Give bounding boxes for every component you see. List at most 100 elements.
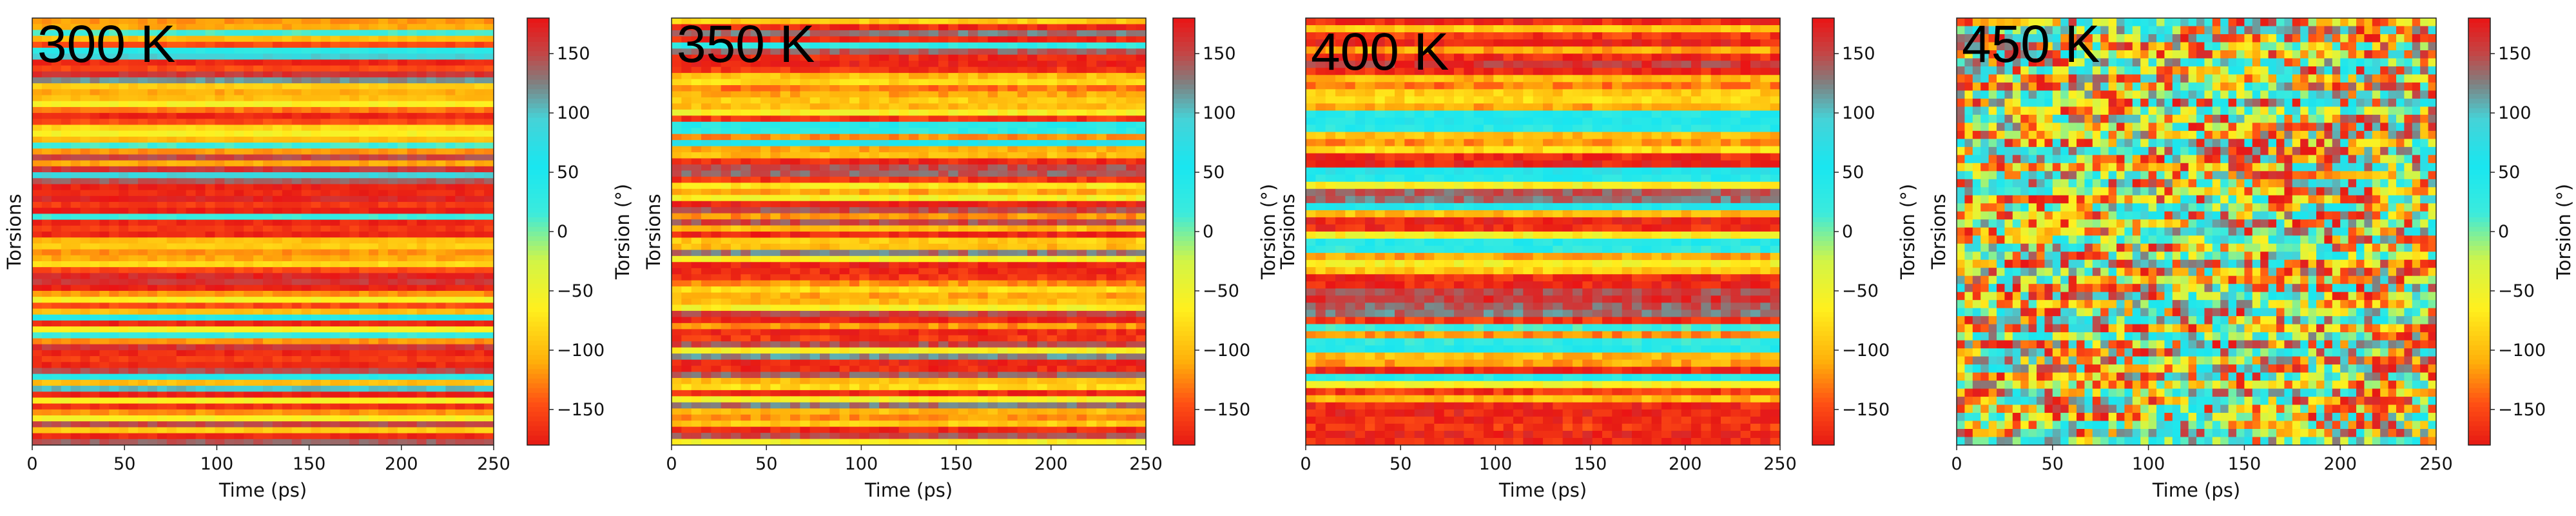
heatmap-cell	[465, 160, 475, 167]
heatmap-cell	[263, 59, 273, 66]
heatmap-cell	[291, 284, 302, 292]
heatmap-cell	[330, 284, 340, 292]
heatmap-cell	[889, 24, 900, 31]
heatmap-cell	[820, 42, 830, 49]
heatmap-cell	[760, 152, 771, 159]
heatmap-cell	[484, 77, 494, 84]
heatmap-cell	[148, 89, 158, 96]
heatmap-cell	[701, 97, 712, 104]
heatmap-cell	[291, 24, 302, 30]
heatmap-cell	[176, 249, 187, 256]
heatmap-cell	[1007, 121, 1018, 128]
heatmap-cell	[1037, 18, 1048, 25]
heatmap-cell	[263, 284, 273, 292]
heatmap-cell	[445, 178, 456, 185]
heatmap-cell	[263, 154, 273, 161]
heatmap-cell	[109, 249, 119, 256]
heatmap-cell	[291, 136, 302, 143]
heatmap-cell	[898, 36, 909, 43]
heatmap-cell	[711, 85, 722, 92]
heatmap-cell	[282, 392, 293, 399]
heatmap-cell	[359, 119, 369, 126]
heatmap-cell	[61, 65, 72, 72]
heatmap-cell	[426, 303, 437, 310]
heatmap-cell	[909, 140, 919, 147]
heatmap-cell	[51, 124, 62, 132]
heatmap-cell	[378, 273, 389, 280]
x-tick-label: 200	[385, 454, 418, 474]
heatmap-cell	[1007, 164, 1018, 172]
heatmap-cell	[70, 160, 81, 167]
heatmap-cell	[205, 303, 216, 310]
heatmap-cell	[215, 427, 225, 434]
heatmap-cell	[416, 273, 427, 280]
heatmap-cell	[958, 85, 969, 92]
heatmap-cell	[186, 439, 197, 446]
heatmap-cell	[436, 178, 447, 185]
heatmap-cell	[839, 42, 850, 49]
heatmap-cell	[320, 18, 331, 25]
heatmap-cell	[436, 18, 447, 25]
heatmap-cell	[436, 71, 447, 78]
heatmap-cell	[320, 24, 331, 30]
heatmap-cell	[119, 225, 129, 232]
heatmap-cell	[176, 35, 187, 43]
heatmap-cell	[800, 24, 811, 31]
heatmap-cell	[263, 249, 273, 256]
heatmap-cell	[436, 303, 447, 310]
heatmap-cell	[465, 195, 475, 203]
heatmap-cell	[369, 290, 379, 297]
heatmap-cell	[205, 160, 216, 167]
heatmap-cell	[928, 158, 939, 165]
heatmap-cell	[948, 183, 959, 190]
heatmap-cell	[61, 18, 72, 25]
heatmap-cell	[99, 143, 110, 149]
heatmap-cell	[234, 24, 244, 30]
heatmap-cell	[1106, 61, 1117, 68]
heatmap-cell	[1017, 42, 1028, 49]
heatmap-cell	[244, 249, 254, 256]
heatmap-cell	[839, 54, 850, 61]
heatmap-cell	[445, 314, 456, 321]
heatmap-cell	[109, 350, 119, 357]
heatmap-cell	[839, 146, 850, 153]
heatmap-cell	[1136, 91, 1147, 98]
heatmap-cell	[484, 308, 494, 315]
heatmap-cell	[99, 356, 110, 362]
heatmap-cell	[330, 219, 340, 226]
heatmap-cell	[978, 61, 989, 68]
heatmap-cell	[109, 320, 119, 327]
heatmap-cell	[340, 101, 350, 108]
heatmap-cell	[968, 48, 978, 55]
heatmap-cell	[32, 154, 43, 161]
heatmap-cell	[436, 35, 447, 43]
heatmap-cell	[148, 332, 158, 339]
heatmap-cell	[138, 397, 148, 404]
heatmap-cell	[1047, 91, 1058, 98]
heatmap-cell	[436, 373, 447, 381]
heatmap-cell	[90, 119, 101, 126]
heatmap-cell	[416, 421, 427, 428]
heatmap-cell	[455, 279, 465, 286]
heatmap-cell	[1017, 164, 1028, 172]
colorbar-segment	[527, 146, 549, 152]
heatmap-cell	[859, 140, 870, 147]
heatmap-cell	[820, 146, 830, 153]
heatmap-cell	[176, 261, 187, 268]
colorbar-tick-label: −100	[557, 341, 605, 361]
heatmap-cell	[416, 24, 427, 30]
heatmap-cell	[909, 115, 919, 123]
heatmap-cell	[128, 338, 139, 345]
heatmap-cell	[205, 41, 216, 48]
heatmap-cell	[148, 160, 158, 167]
heatmap-cell	[311, 261, 322, 268]
heatmap-cell	[1106, 24, 1117, 31]
heatmap-cell	[263, 267, 273, 273]
heatmap-cell	[387, 71, 398, 78]
heatmap-cell	[128, 202, 139, 208]
heatmap-cell	[330, 255, 340, 262]
heatmap-cell	[849, 91, 860, 98]
heatmap-cell	[436, 392, 447, 399]
heatmap-cell	[681, 152, 692, 159]
heatmap-cell	[32, 362, 43, 369]
